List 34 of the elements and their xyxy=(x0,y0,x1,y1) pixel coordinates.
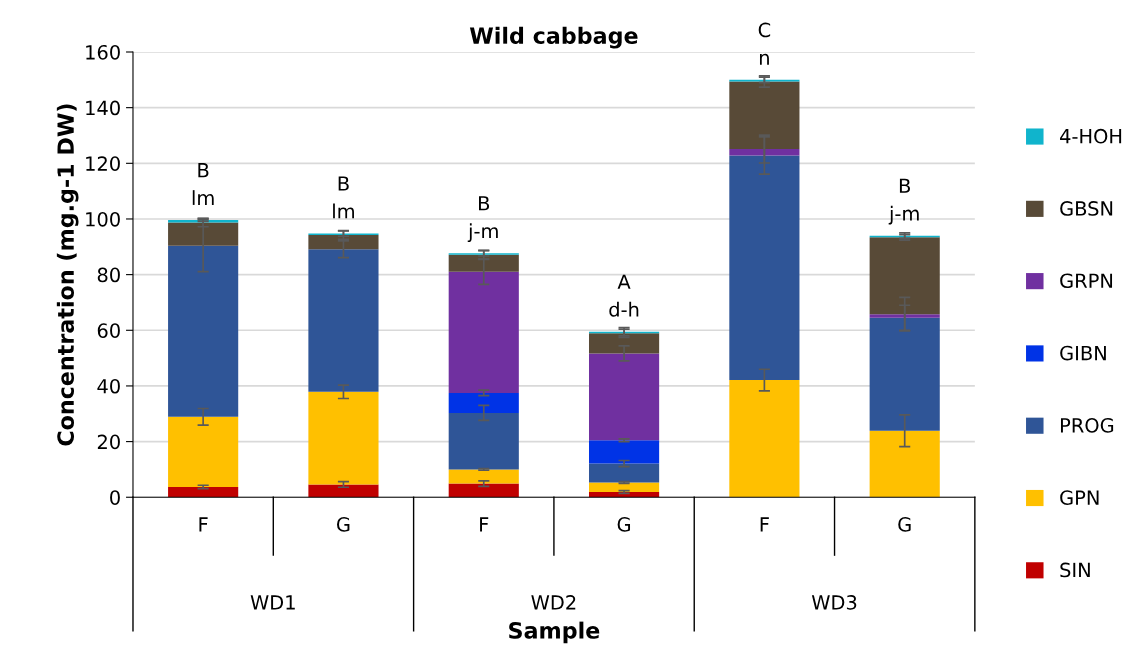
y-tick-label: 160 xyxy=(86,44,120,60)
x-tick-label: F xyxy=(199,517,208,532)
annotation: B lm xyxy=(192,163,214,205)
legend-label: GIBN xyxy=(1060,345,1106,361)
annotation: C n xyxy=(758,22,771,65)
legend-label: 4-HOH xyxy=(1060,128,1122,144)
annotation: B j-m xyxy=(888,178,919,225)
text: WD2 xyxy=(531,595,576,610)
y-tick-label: 120 xyxy=(86,156,120,171)
legend-label: SIN xyxy=(1060,562,1090,578)
legend-label: GPN xyxy=(1060,490,1099,505)
legend-label: GRPN xyxy=(1060,273,1113,289)
y-tick-label: 100 xyxy=(86,211,120,227)
x-tick-label: F xyxy=(760,517,769,532)
x-axis-title: Sample xyxy=(509,621,600,644)
x-tick-label: G xyxy=(898,517,911,532)
y-tick-label: 0 xyxy=(110,490,120,505)
chart-title: Wild cabbage xyxy=(469,26,638,49)
annotation: A d-h xyxy=(609,274,639,317)
text: WD3 xyxy=(811,595,857,610)
legend-label: PROG xyxy=(1060,418,1114,433)
y-tick-label: 60 xyxy=(97,323,120,338)
x-tick-label: G xyxy=(617,517,631,532)
y-tick-label: 140 xyxy=(86,100,120,116)
text: WD1 xyxy=(250,595,295,610)
annotation: B j-m xyxy=(467,196,498,243)
x-tick-label: G xyxy=(337,517,350,532)
x-tick-label: F xyxy=(480,517,489,532)
y-axis-title: Concentration (mg.g-1 DW) xyxy=(56,104,79,446)
y-tick-label: 20 xyxy=(97,434,120,450)
y-tick-label: 80 xyxy=(97,267,120,283)
legend-label: GBSN xyxy=(1060,201,1113,216)
annotation: B lm xyxy=(333,176,354,219)
y-tick-label: 40 xyxy=(97,378,120,394)
